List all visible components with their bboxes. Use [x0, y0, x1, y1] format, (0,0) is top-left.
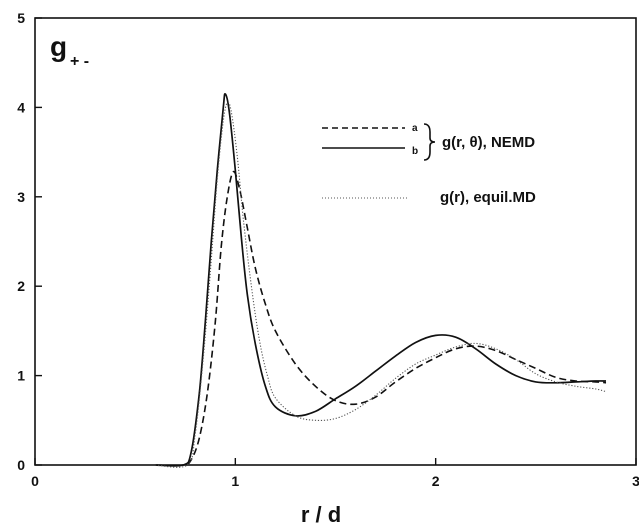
y-tick-label: 1 — [17, 368, 25, 384]
y-tick-label: 4 — [17, 99, 25, 115]
panel-label-group: g + - — [50, 31, 89, 70]
x-axis-label: r / d — [301, 502, 341, 526]
x-tick-label: 1 — [231, 473, 239, 489]
legend: a b g(r, θ), NEMD g(r), equil.MD — [322, 123, 536, 206]
y-tick-label: 5 — [17, 10, 25, 26]
legend-marker-a: a — [412, 123, 418, 134]
y-tick-label: 0 — [17, 457, 25, 473]
series-layer — [155, 92, 607, 468]
plot-frame — [34, 17, 637, 466]
legend-group-label: g(r, θ), NEMD — [442, 134, 535, 151]
legend-equil-label: g(r), equil.MD — [440, 189, 536, 206]
y-tick-label: 3 — [17, 189, 25, 205]
series-line-a — [155, 170, 607, 467]
legend-brace — [423, 123, 436, 161]
x-tick-label: 3 — [632, 473, 639, 489]
legend-marker-b: b — [412, 146, 418, 157]
panel-label-subscript: + - — [70, 53, 89, 70]
series-line-equil — [155, 101, 607, 468]
x-tick-label: 2 — [432, 473, 440, 489]
panel-label: g — [50, 31, 67, 62]
y-tick-label: 2 — [17, 278, 25, 294]
x-tick-label: 0 — [31, 473, 39, 489]
plot-axes: 0 1 2 3 0 1 2 3 4 5 — [17, 10, 639, 489]
series-line-b — [155, 92, 607, 467]
